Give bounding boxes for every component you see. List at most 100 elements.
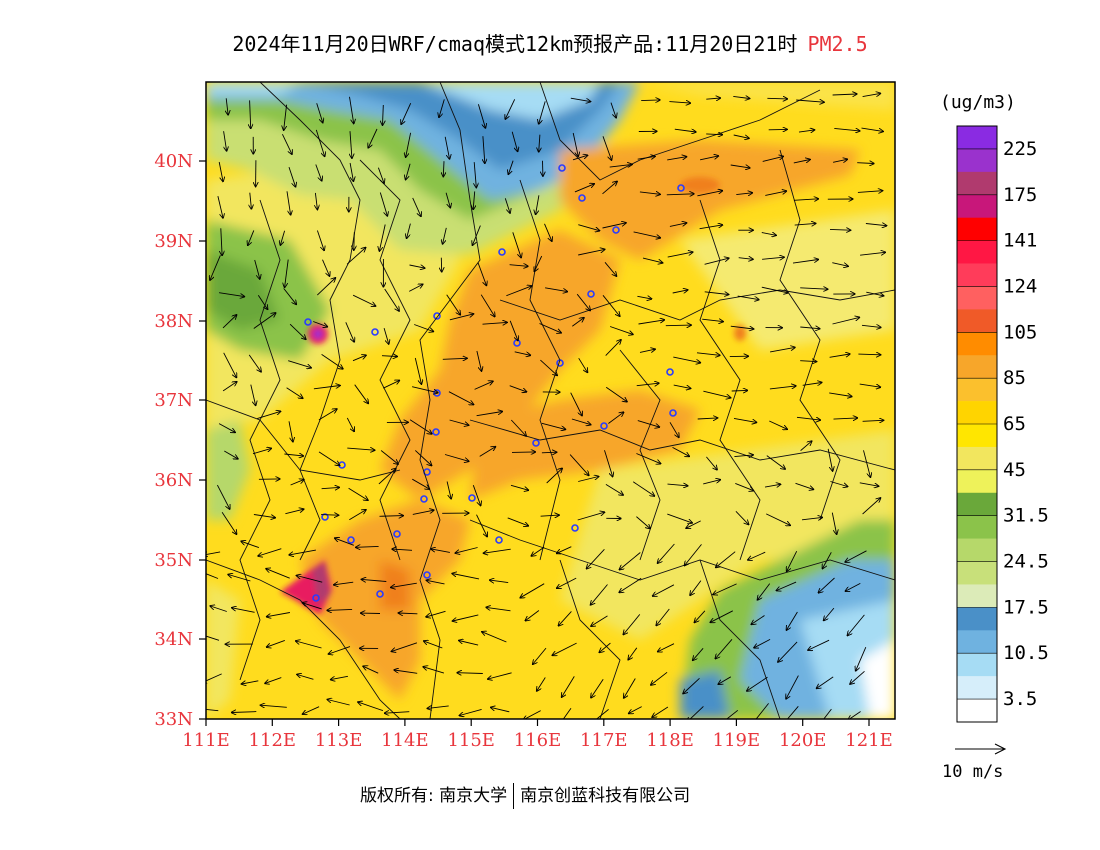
- wind-arrow: [540, 515, 559, 516]
- wind-arrow: [706, 134, 722, 135]
- wind-arrow: [702, 319, 723, 321]
- wind-arrow: [766, 455, 785, 469]
- wind-arrow: [758, 583, 771, 600]
- colorbar-swatch: [957, 653, 997, 677]
- wind-arrow: [658, 543, 675, 563]
- wind-arrow: [628, 647, 638, 660]
- wind-arrow: [480, 294, 495, 317]
- lat-tick-label: 38N: [154, 311, 193, 332]
- wind-arrow: [577, 512, 605, 521]
- wind-arrow: [831, 512, 836, 535]
- wind-arrow: [322, 259, 330, 276]
- wind-arrow: [409, 265, 425, 268]
- wind-arrow: [761, 233, 776, 236]
- wind-arrow: [736, 193, 752, 195]
- lat-tick-label: 33N: [154, 709, 193, 730]
- lat-tick-label: 40N: [154, 151, 193, 172]
- wind-arrow: [242, 680, 259, 684]
- wind-arrow: [407, 223, 411, 239]
- wind-arrow: [288, 421, 293, 441]
- wind-arrow: [823, 552, 832, 568]
- wind-arrow: [735, 510, 749, 524]
- lon-tick-label: 120E: [779, 730, 827, 751]
- wind-arrow: [327, 609, 353, 610]
- wind-arrow: [508, 160, 514, 175]
- wind-arrow: [608, 412, 623, 424]
- wind-arrow: [457, 673, 483, 674]
- wind-arrow: [250, 192, 252, 209]
- wind-arrow: [578, 477, 598, 482]
- wind-arrow: [669, 223, 687, 227]
- wind-arrow: [408, 284, 422, 292]
- wind-arrow: [669, 102, 690, 104]
- wind-arrow: [667, 484, 688, 486]
- wind-arrow: [540, 359, 557, 375]
- wind-arrow: [700, 156, 718, 161]
- wind-arrow: [636, 516, 650, 529]
- wind-arrow: [506, 286, 531, 297]
- wind-arrow: [534, 255, 543, 271]
- wind-arrow: [539, 101, 546, 123]
- wind-arrow: [241, 541, 260, 549]
- wind-arrow: [452, 574, 480, 580]
- wind-arrow: [605, 484, 623, 495]
- wind-arrow: [665, 325, 691, 326]
- wind-arrow: [578, 357, 588, 372]
- wind-arrow: [747, 676, 768, 691]
- wind-arrow: [473, 191, 475, 209]
- wind-arrow: [444, 454, 469, 462]
- wind-arrow: [257, 411, 280, 420]
- wind-arrow: [346, 417, 354, 431]
- wind-arrow: [704, 258, 729, 265]
- wind-arrow: [354, 384, 369, 404]
- colorbar-label: 3.5: [1003, 688, 1037, 710]
- wind-arrow: [509, 265, 528, 267]
- wind-arrow: [378, 469, 396, 485]
- wind-arrow: [683, 677, 700, 693]
- wind-arrow: [267, 639, 285, 647]
- wind-arrow: [536, 195, 540, 214]
- wind-reference-arrow: [955, 743, 1007, 755]
- wind-arrow: [829, 229, 850, 230]
- wind-arrow: [313, 386, 340, 390]
- wind-arrow: [666, 194, 694, 195]
- wind-arrow: [412, 510, 434, 515]
- wind-arrow: [329, 646, 351, 654]
- wind-arrow: [706, 456, 717, 470]
- wind-arrow: [602, 223, 626, 229]
- wind-arrow: [316, 103, 323, 122]
- colorbar-swatch: [957, 171, 997, 196]
- wind-arrow: [858, 354, 880, 355]
- wind-arrow: [252, 448, 271, 455]
- wind-arrow: [704, 292, 729, 295]
- copyright-footer: 版权所有: 南京大学 南京创蓝科技有限公司: [360, 781, 690, 809]
- wind-arrow: [356, 546, 379, 547]
- wind-arrow: [406, 163, 411, 180]
- wind-arrow: [604, 262, 616, 276]
- wind-arrow: [754, 639, 771, 647]
- wind-arrow: [718, 676, 732, 684]
- copyright-company: 南京创蓝科技有限公司: [520, 786, 691, 806]
- wind-arrow: [473, 225, 481, 246]
- wind-arrow: [315, 192, 317, 210]
- wind-arrow: [859, 383, 881, 387]
- wind-arrow: [833, 418, 858, 419]
- wind-arrow: [358, 702, 384, 712]
- wind-arrow: [609, 326, 633, 335]
- wind-arrow: [817, 676, 834, 688]
- footer-separator: [513, 783, 515, 809]
- wind-arrow: [792, 260, 818, 264]
- wind-arrow: [802, 383, 822, 386]
- wind-arrow: [380, 450, 398, 465]
- wind-arrow: [354, 232, 355, 250]
- colorbar-swatch: [957, 607, 997, 631]
- wind-arrow: [861, 127, 884, 131]
- wind-arrow: [507, 517, 529, 526]
- wind-arrow: [667, 157, 686, 161]
- wind-arrow: [331, 675, 348, 679]
- wind-arrow: [223, 352, 237, 378]
- wind-arrow: [414, 324, 433, 332]
- wind-arrow: [474, 162, 476, 187]
- wind-arrow: [228, 575, 251, 582]
- wind-arrow: [833, 159, 847, 162]
